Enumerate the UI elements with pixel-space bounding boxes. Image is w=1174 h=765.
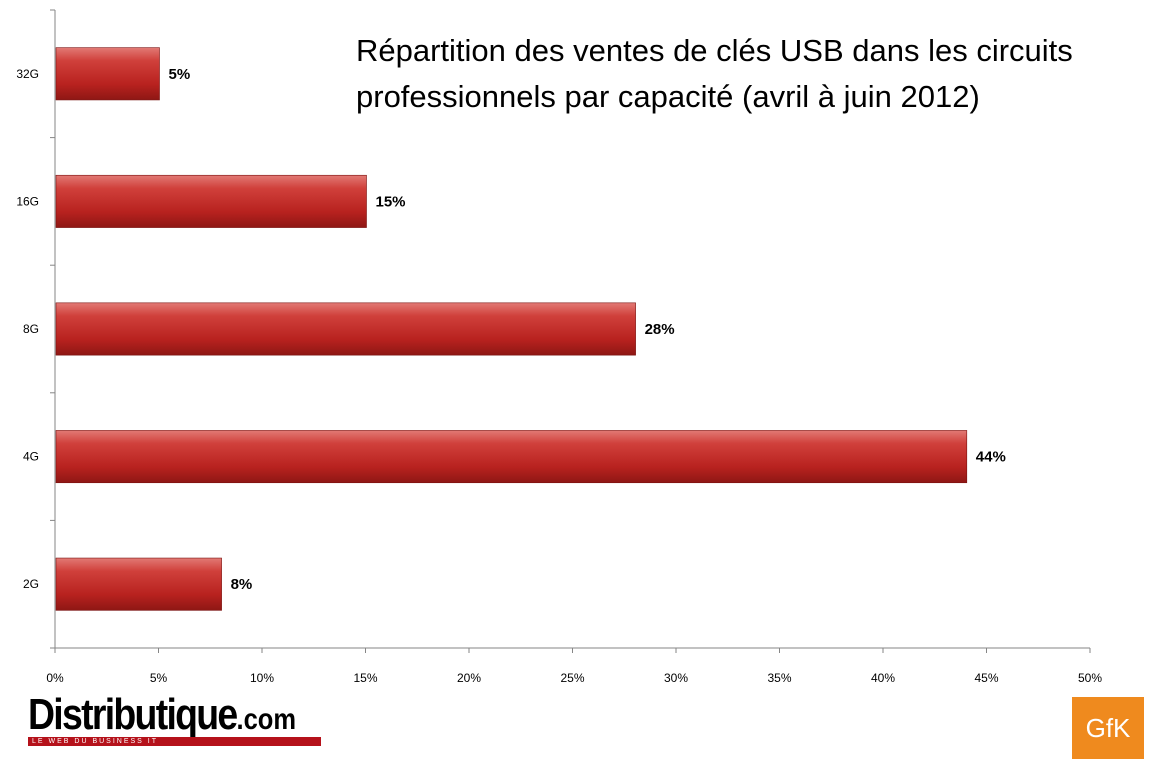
x-tick-label: 10% [250, 671, 274, 685]
distributique-logo: Distributique.com LE WEB DU BUSINESS IT [28, 690, 328, 755]
data-label: 44% [976, 449, 1006, 466]
y-tick-label: 32G [16, 67, 39, 81]
y-tick-label: 16G [16, 194, 39, 208]
x-tick-label: 45% [974, 671, 998, 685]
distributique-logo-dotcom: .com [236, 703, 297, 736]
x-tick-label: 20% [457, 671, 481, 685]
y-tick-label: 8G [23, 322, 39, 336]
chart-axes [50, 9, 1091, 653]
x-tick-label: 15% [353, 671, 377, 685]
data-label: 28% [645, 321, 675, 338]
x-tick-label: 30% [664, 671, 688, 685]
distributique-logo-text: Distributique [28, 690, 238, 739]
bar [55, 430, 968, 484]
chart-title: Répartition des ventes de clés USB dans … [356, 33, 1073, 114]
x-tick-label: 40% [871, 671, 895, 685]
chart-labels: 0% 5% 10% 15% 20% 25% 30% 35% 40% 45% 50% 2G 8% 4G 44%… [16, 66, 1102, 685]
bar [55, 174, 367, 228]
chart-bars [55, 47, 968, 611]
bar [55, 302, 636, 356]
bar [55, 47, 160, 101]
gfk-logo: GfK [1072, 697, 1144, 759]
x-tick-label: 0% [46, 671, 64, 685]
bar [55, 557, 222, 611]
data-label: 8% [231, 576, 253, 593]
x-tick-label: 5% [150, 671, 168, 685]
y-tick-label: 4G [23, 450, 39, 464]
data-label: 15% [376, 193, 406, 210]
data-label: 5% [169, 66, 191, 83]
y-tick-label: 2G [23, 577, 39, 591]
distributique-logo-tagline: LE WEB DU BUSINESS IT [28, 737, 321, 746]
x-tick-label: 35% [767, 671, 791, 685]
x-tick-label: 25% [560, 671, 584, 685]
x-tick-label: 50% [1078, 671, 1102, 685]
